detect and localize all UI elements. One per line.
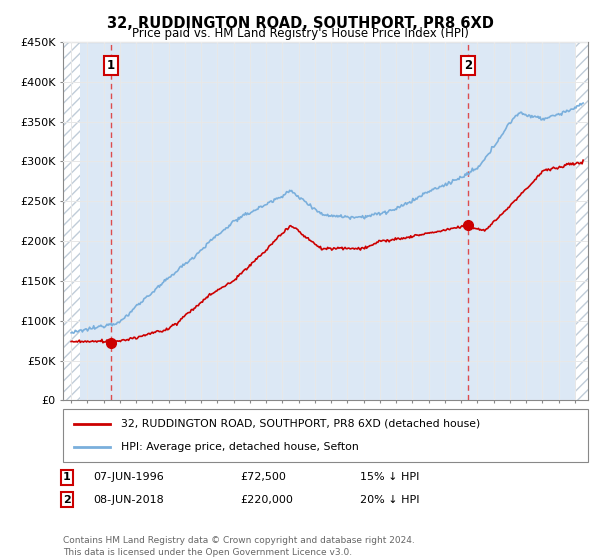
Bar [63, 42, 80, 400]
Bar [576, 42, 588, 400]
Text: Contains HM Land Registry data © Crown copyright and database right 2024.
This d: Contains HM Land Registry data © Crown c… [63, 536, 415, 557]
Text: 32, RUDDINGTON ROAD, SOUTHPORT, PR8 6XD (detached house): 32, RUDDINGTON ROAD, SOUTHPORT, PR8 6XD … [121, 419, 480, 429]
Text: Price paid vs. HM Land Registry's House Price Index (HPI): Price paid vs. HM Land Registry's House … [131, 27, 469, 40]
Text: 2: 2 [63, 494, 71, 505]
Text: HPI: Average price, detached house, Sefton: HPI: Average price, detached house, Seft… [121, 442, 359, 452]
Text: 1: 1 [63, 472, 71, 482]
Text: £72,500: £72,500 [240, 472, 286, 482]
Text: 20% ↓ HPI: 20% ↓ HPI [360, 494, 419, 505]
Text: 08-JUN-2018: 08-JUN-2018 [93, 494, 164, 505]
Text: 07-JUN-1996: 07-JUN-1996 [93, 472, 164, 482]
FancyBboxPatch shape [63, 409, 588, 462]
Text: 1: 1 [107, 59, 115, 72]
Text: 32, RUDDINGTON ROAD, SOUTHPORT, PR8 6XD: 32, RUDDINGTON ROAD, SOUTHPORT, PR8 6XD [107, 16, 493, 31]
Text: 15% ↓ HPI: 15% ↓ HPI [360, 472, 419, 482]
Text: 2: 2 [464, 59, 472, 72]
Text: £220,000: £220,000 [240, 494, 293, 505]
